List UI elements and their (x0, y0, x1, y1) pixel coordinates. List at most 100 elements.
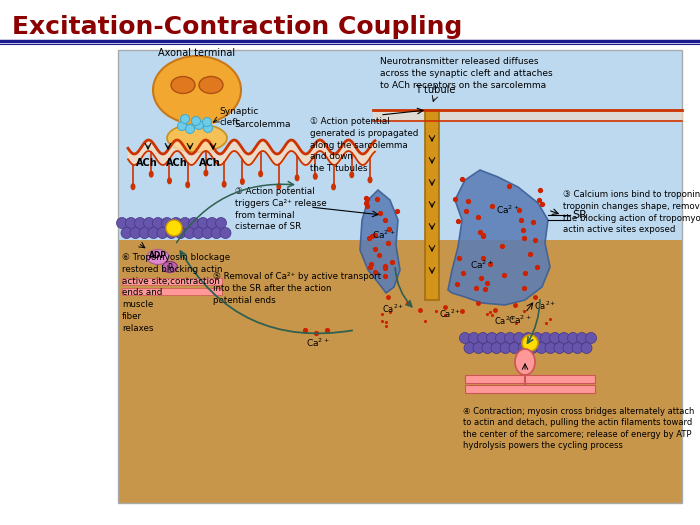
Circle shape (464, 342, 475, 353)
Text: Ca$^{2+}$: Ca$^{2+}$ (508, 314, 532, 326)
Circle shape (468, 332, 480, 343)
Text: ACh: ACh (199, 158, 221, 168)
Ellipse shape (148, 171, 154, 177)
Circle shape (563, 342, 574, 353)
Ellipse shape (199, 77, 223, 93)
Circle shape (527, 342, 538, 353)
FancyBboxPatch shape (122, 288, 222, 295)
Ellipse shape (162, 261, 178, 272)
Circle shape (496, 332, 507, 343)
Ellipse shape (167, 124, 227, 152)
Circle shape (195, 121, 204, 130)
Circle shape (477, 332, 489, 343)
Text: ACh: ACh (166, 158, 188, 168)
Circle shape (121, 227, 132, 238)
Circle shape (459, 332, 470, 343)
Circle shape (116, 217, 127, 228)
FancyBboxPatch shape (465, 375, 595, 383)
Polygon shape (448, 170, 550, 305)
Circle shape (554, 342, 565, 353)
Ellipse shape (167, 177, 172, 184)
Circle shape (486, 332, 498, 343)
Circle shape (153, 217, 164, 228)
Circle shape (505, 332, 515, 343)
Circle shape (197, 217, 209, 228)
Circle shape (491, 342, 502, 353)
Circle shape (144, 217, 155, 228)
Text: Excitation-Contraction Coupling: Excitation-Contraction Coupling (12, 15, 463, 39)
Polygon shape (360, 190, 400, 293)
Ellipse shape (204, 170, 209, 176)
Circle shape (473, 342, 484, 353)
Circle shape (559, 332, 570, 343)
Ellipse shape (171, 77, 195, 93)
Circle shape (171, 217, 181, 228)
FancyBboxPatch shape (122, 278, 222, 285)
Text: Ca$^{2+}$: Ca$^{2+}$ (470, 259, 494, 271)
Text: Pᵢ: Pᵢ (167, 262, 173, 271)
Circle shape (162, 217, 172, 228)
Text: ADP: ADP (149, 251, 167, 260)
Text: Axonal terminal: Axonal terminal (158, 48, 236, 58)
Circle shape (130, 227, 141, 238)
Ellipse shape (295, 174, 300, 181)
Circle shape (568, 332, 578, 343)
Text: Sarcolemma: Sarcolemma (234, 120, 291, 129)
Circle shape (531, 332, 542, 343)
Ellipse shape (368, 176, 372, 183)
Text: ③ Calcium ions bind to troponin;
troponin changes shape, removing
the blocking a: ③ Calcium ions bind to troponin; troponi… (563, 190, 700, 234)
Ellipse shape (258, 170, 263, 177)
Circle shape (500, 342, 511, 353)
FancyBboxPatch shape (425, 110, 439, 300)
Text: ⑥ Tropomyosin blockage
restored blocking actin
active site;contraction
ends and
: ⑥ Tropomyosin blockage restored blocking… (122, 253, 230, 333)
Text: Ca$^{2+}$: Ca$^{2+}$ (382, 303, 404, 316)
Ellipse shape (515, 349, 535, 375)
Circle shape (482, 342, 493, 353)
Circle shape (193, 227, 204, 238)
Circle shape (202, 227, 213, 238)
Circle shape (540, 332, 552, 343)
Circle shape (509, 342, 520, 353)
Circle shape (186, 124, 195, 133)
Text: ACh: ACh (136, 158, 158, 168)
Circle shape (206, 217, 218, 228)
FancyBboxPatch shape (118, 50, 682, 240)
Text: ⑤ Removal of Ca²⁺ by active transport
into the SR after the action
potential end: ⑤ Removal of Ca²⁺ by active transport in… (213, 272, 381, 304)
Circle shape (139, 227, 150, 238)
Circle shape (204, 123, 213, 132)
Ellipse shape (240, 178, 245, 185)
Circle shape (545, 342, 556, 353)
Circle shape (134, 217, 146, 228)
Text: Synaptic
cleft: Synaptic cleft (219, 107, 258, 127)
Text: Ca$^{2+}$: Ca$^{2+}$ (494, 315, 516, 328)
FancyBboxPatch shape (465, 385, 595, 393)
Circle shape (188, 217, 199, 228)
Ellipse shape (313, 173, 318, 180)
Circle shape (216, 217, 227, 228)
Ellipse shape (186, 181, 190, 188)
Circle shape (585, 332, 596, 343)
Circle shape (179, 217, 190, 228)
Text: ② Action potential
triggers Ca²⁺ release
from terminal
cisternae of SR: ② Action potential triggers Ca²⁺ release… (235, 187, 327, 232)
Text: Ca$^{2+}$: Ca$^{2+}$ (306, 337, 330, 350)
Circle shape (178, 121, 186, 131)
Circle shape (211, 227, 222, 238)
Text: Neurotransmitter released diffuses
across the synaptic cleft and attaches
to ACh: Neurotransmitter released diffuses acros… (380, 57, 552, 90)
Circle shape (572, 342, 583, 353)
Circle shape (518, 342, 529, 353)
Circle shape (184, 227, 195, 238)
Ellipse shape (130, 183, 136, 190)
Text: Ca$^{2+}$: Ca$^{2+}$ (439, 308, 461, 320)
Text: Ca$^{2+}$: Ca$^{2+}$ (534, 300, 556, 312)
Ellipse shape (349, 171, 354, 178)
Circle shape (125, 217, 136, 228)
Text: SR: SR (572, 210, 587, 220)
Circle shape (166, 220, 182, 236)
Text: Ca$^{2+}$: Ca$^{2+}$ (372, 229, 396, 241)
Circle shape (220, 227, 231, 238)
Ellipse shape (153, 56, 241, 124)
Text: T tubule: T tubule (415, 85, 455, 95)
Circle shape (522, 332, 533, 343)
Circle shape (202, 118, 211, 127)
Circle shape (550, 332, 561, 343)
